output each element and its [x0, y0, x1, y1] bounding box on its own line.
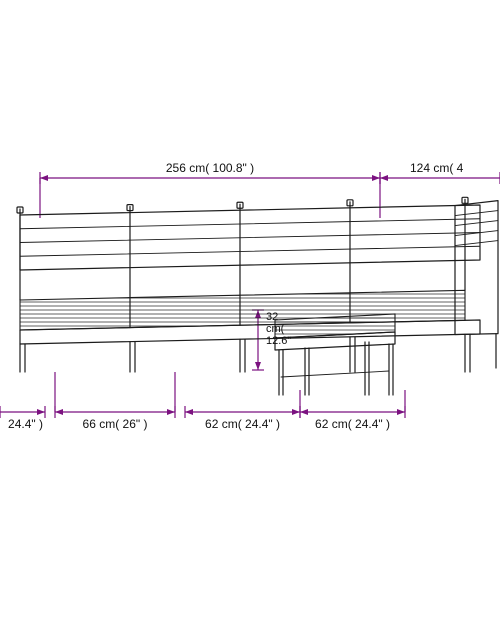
- dim-width-256: 256 cm( 100.8" ): [166, 161, 254, 175]
- dim-62a: 62 cm( 24.4" ): [205, 417, 280, 431]
- dim-height-32-cm: 32: [266, 311, 278, 323]
- dim-left-24: 24.4" ): [8, 417, 43, 431]
- dim-height-32-in: 12.6": [266, 335, 291, 347]
- svg-text:cm(: cm(: [266, 323, 285, 335]
- dim-depth-124: 124 cm( 4: [410, 161, 464, 175]
- figure-container: { "canvas": { "w": 500, "h": 641, "bg": …: [0, 0, 500, 641]
- dimension-drawing: 256 cm( 100.8" ) 124 cm( 4 24.4" ) 66 cm( 2…: [0, 0, 500, 641]
- dim-66: 66 cm( 26" ): [83, 417, 148, 431]
- dim-62b: 62 cm( 24.4" ): [315, 417, 390, 431]
